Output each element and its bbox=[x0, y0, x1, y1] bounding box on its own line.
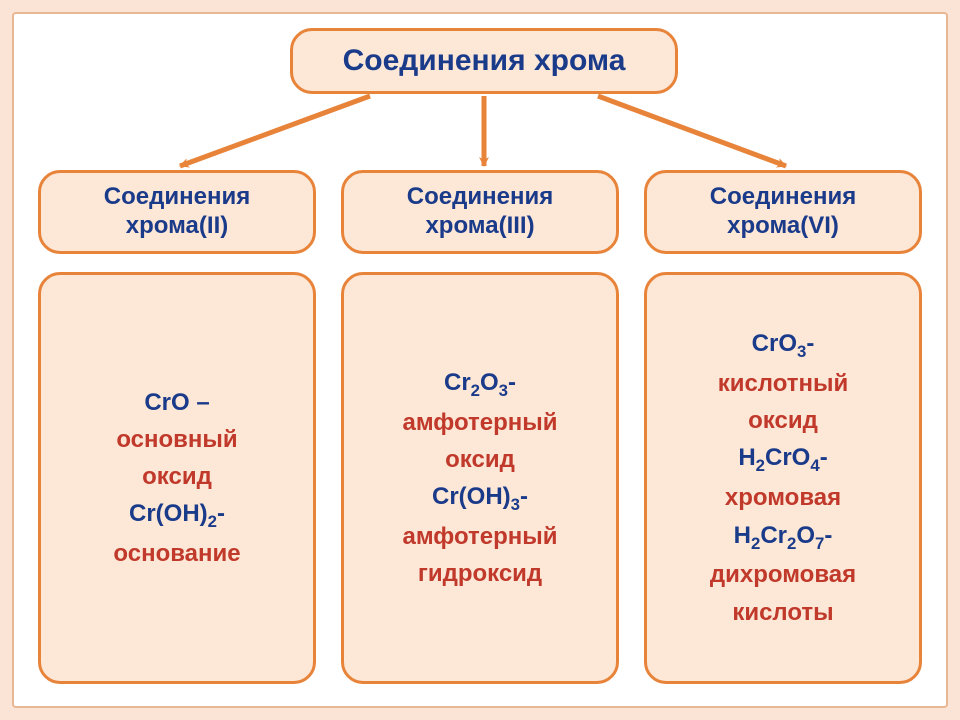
heading-col-1: Соединения хрома(III) bbox=[341, 170, 619, 254]
detail-line: основный bbox=[116, 421, 237, 458]
heading-text: Соединения хрома(VI) bbox=[661, 183, 905, 241]
detail-line: H2CrO4- bbox=[738, 439, 827, 479]
heading-text: Соединения хрома(II) bbox=[55, 183, 299, 241]
title-text: Соединения хрома bbox=[343, 43, 626, 79]
detail-row: CrO –основныйоксидCr(OH)2-основание Cr2O… bbox=[38, 272, 922, 684]
detail-line: гидроксид bbox=[418, 555, 542, 592]
detail-line: оксид bbox=[445, 441, 515, 478]
detail-line: оксид bbox=[748, 402, 818, 439]
detail-line: кислотный bbox=[718, 365, 849, 402]
detail-line: амфотерный bbox=[402, 518, 557, 555]
detail-line: дихромовая bbox=[710, 556, 856, 593]
heading-col-0: Соединения хрома(II) bbox=[38, 170, 316, 254]
detail-line: хромовая bbox=[725, 479, 841, 516]
detail-line: Cr2O3- bbox=[444, 364, 516, 404]
heading-text: Соединения хрома(III) bbox=[358, 183, 602, 241]
detail-line: CrO – bbox=[144, 384, 209, 421]
detail-line: Cr(OH)2- bbox=[129, 495, 225, 535]
detail-line: кислоты bbox=[732, 594, 833, 631]
detail-line: H2Cr2O7- bbox=[734, 517, 833, 557]
detail-line: Cr(OH)3- bbox=[432, 478, 528, 518]
detail-line: амфотерный bbox=[402, 404, 557, 441]
detail-line: оксид bbox=[142, 458, 212, 495]
detail-col-2: CrO3-кислотныйоксидH2CrO4-хромоваяH2Cr2O… bbox=[644, 272, 922, 684]
heading-row: Соединения хрома(II) Соединения хрома(II… bbox=[38, 170, 922, 254]
diagram-panel: Соединения хрома Соединения хрома(II) Со… bbox=[12, 12, 948, 708]
detail-col-0: CrO –основныйоксидCr(OH)2-основание bbox=[38, 272, 316, 684]
title-box: Соединения хрома bbox=[290, 28, 678, 94]
detail-line: основание bbox=[113, 535, 240, 572]
detail-line: CrO3- bbox=[752, 325, 815, 365]
heading-col-2: Соединения хрома(VI) bbox=[644, 170, 922, 254]
detail-col-1: Cr2O3-амфотерныйоксидCr(OH)3-амфотерныйг… bbox=[341, 272, 619, 684]
